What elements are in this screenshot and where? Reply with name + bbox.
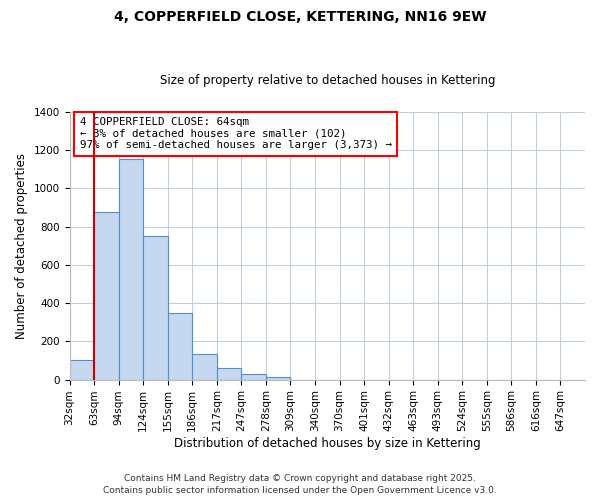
Bar (192, 354, 217, 380)
Bar (217, 368, 241, 380)
Text: 4 COPPERFIELD CLOSE: 64sqm
← 3% of detached houses are smaller (102)
97% of semi: 4 COPPERFIELD CLOSE: 64sqm ← 3% of detac… (80, 117, 392, 150)
Bar (94, 212, 119, 380)
Bar (143, 236, 168, 380)
Bar (119, 158, 143, 380)
Text: Contains HM Land Registry data © Crown copyright and database right 2025.
Contai: Contains HM Land Registry data © Crown c… (103, 474, 497, 495)
Text: 4, COPPERFIELD CLOSE, KETTERING, NN16 9EW: 4, COPPERFIELD CLOSE, KETTERING, NN16 9E… (114, 10, 486, 24)
Bar (70, 360, 94, 380)
Title: Size of property relative to detached houses in Kettering: Size of property relative to detached ho… (160, 74, 495, 87)
Y-axis label: Number of detached properties: Number of detached properties (15, 152, 28, 338)
Bar (241, 374, 266, 380)
Bar (168, 312, 192, 380)
Bar (266, 376, 290, 380)
X-axis label: Distribution of detached houses by size in Kettering: Distribution of detached houses by size … (174, 437, 481, 450)
